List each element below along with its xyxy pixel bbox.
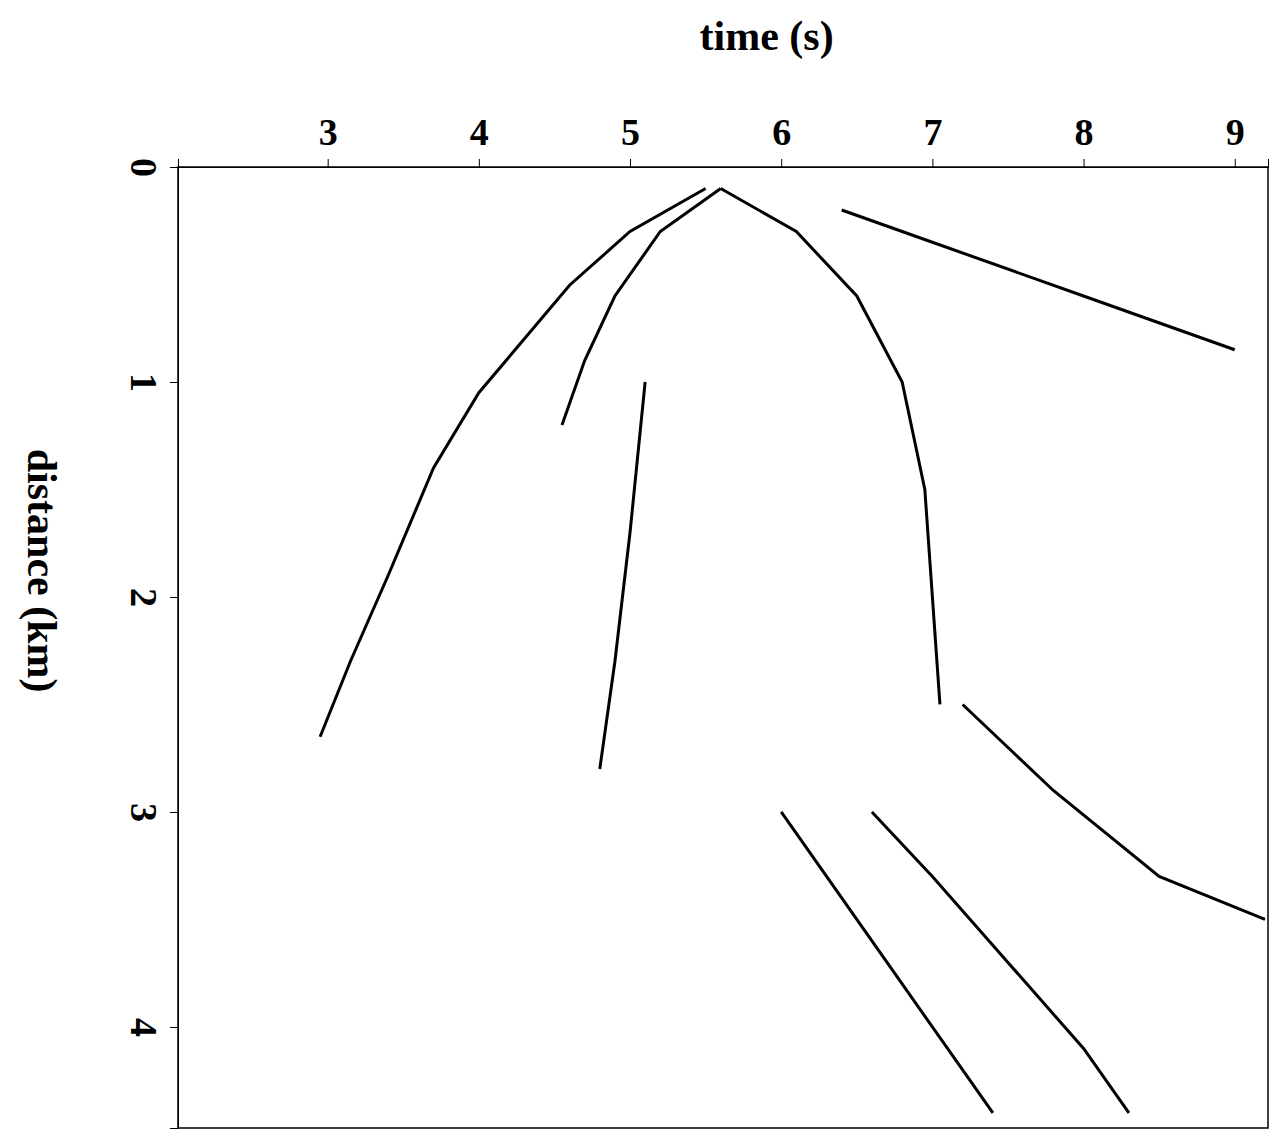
event-line [562,188,721,424]
x-tick-label: 4 [470,111,489,153]
chart: 3 4 5 6 7 8 9 0 1 2 3 4 time (s) distance (km) [0,0,1276,1135]
y-tick-mark [170,382,178,383]
x-tick-label: 6 [772,111,791,153]
x-tick-mark [630,159,631,167]
x-tick: 8 [1075,111,1094,167]
y-axis-title: distance (km) [18,449,65,693]
event-line [781,812,993,1113]
event-line [842,210,1235,350]
y-tick-mark [170,597,178,598]
x-tick-mark [1084,159,1085,167]
y-tick: 2 [123,588,178,607]
y-tick-label: 0 [123,158,165,177]
y-axis-line [170,168,179,1129]
events [320,188,1265,1112]
x-tick: 7 [923,111,942,167]
x-tick: 3 [319,111,338,167]
x-tick-mark [328,159,329,167]
event-line [963,704,1265,919]
x-tick: 9 [1226,111,1245,167]
x-tick-label: 8 [1075,111,1094,153]
event-line [872,812,1129,1113]
plot: 3 4 5 6 7 8 9 0 1 2 3 4 [123,111,1269,1129]
y-axis: 0 1 2 3 4 [123,158,179,1129]
y-tick-mark [170,812,178,813]
y-tick: 0 [123,158,178,177]
y-tick-label: 1 [123,373,165,392]
x-tick: 6 [772,111,791,167]
x-tick: 5 [621,111,640,167]
x-axis-line [179,159,1269,168]
x-tick-label: 5 [621,111,640,153]
x-tick-label: 9 [1226,111,1245,153]
x-tick-label: 3 [319,111,338,153]
x-tick-mark [932,159,933,167]
y-tick-mark [170,167,178,168]
y-tick-label: 4 [123,1018,165,1037]
x-tick-mark [479,159,480,167]
y-tick: 4 [123,1018,178,1037]
plot-frame [178,167,1268,1128]
event-line [600,382,645,769]
event-line [320,188,706,736]
x-axis-title: time (s) [700,13,834,60]
x-tick-mark [1235,159,1236,167]
y-tick: 1 [123,373,178,392]
y-tick-label: 2 [123,588,165,607]
x-axis: 3 4 5 6 7 8 9 [179,111,1269,168]
y-tick: 3 [123,803,178,822]
y-tick-label: 3 [123,803,165,822]
y-tick-mark [170,1027,178,1028]
x-tick-mark [781,159,782,167]
x-tick: 4 [470,111,489,167]
event-line [721,188,940,704]
x-tick-label: 7 [923,111,942,153]
